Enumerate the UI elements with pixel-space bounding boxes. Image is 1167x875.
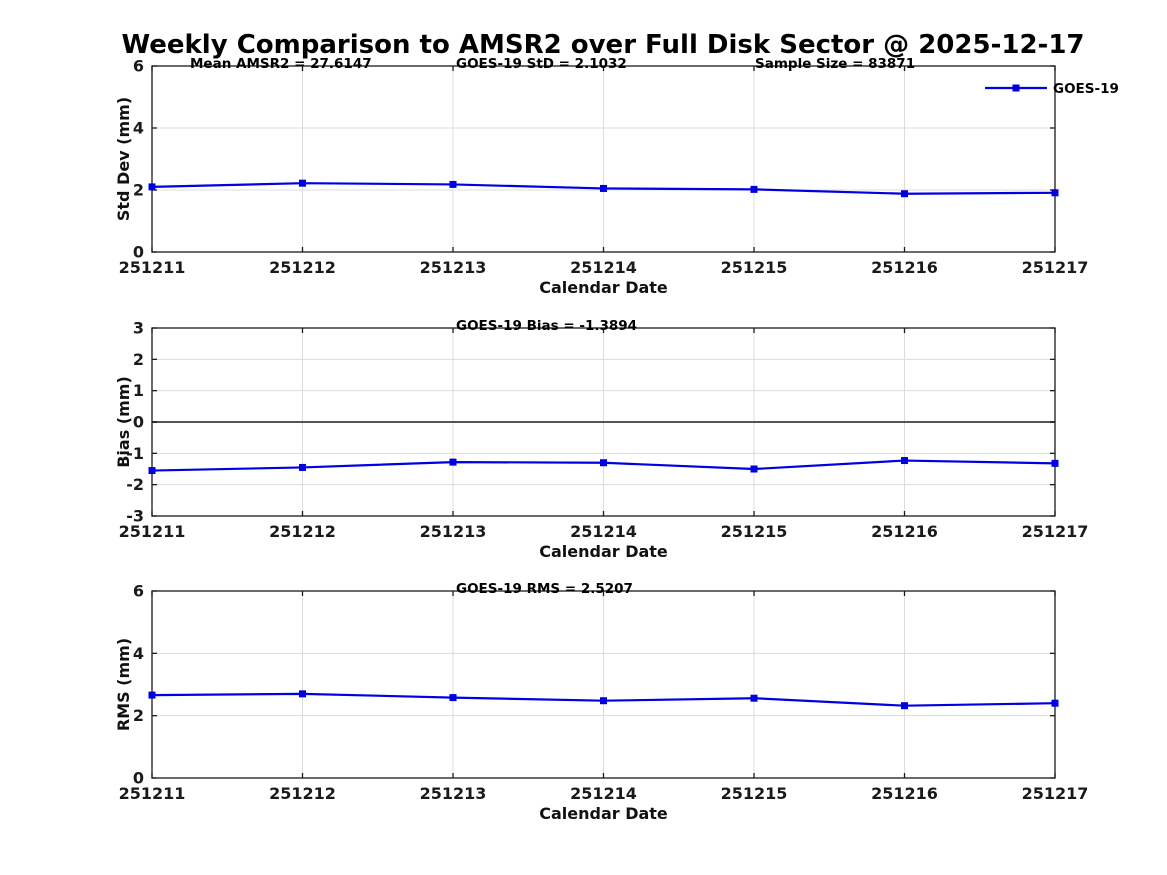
subplot-std-dev: 0 2 4 6 251211 251212 251213 251214 251215 251216… xyxy=(114,57,1088,298)
x-tick-label: 251216 xyxy=(871,522,938,541)
data-point-marker xyxy=(600,184,607,192)
x-tick-label: 251211 xyxy=(119,522,186,541)
x-tick-label: 251212 xyxy=(269,784,336,803)
x-tick-label: 251212 xyxy=(269,258,336,277)
y-tick-label: 1 xyxy=(133,381,144,400)
y-tick-label: 0 xyxy=(133,413,144,432)
legend-label: GOES-19 xyxy=(1053,81,1119,97)
y-tick-label: 0 xyxy=(133,769,144,788)
x-tick-label: 251212 xyxy=(269,522,336,541)
data-point-marker xyxy=(148,467,156,475)
y-tick-label: 6 xyxy=(133,582,144,601)
x-tick-label: 251215 xyxy=(721,784,788,803)
legend-marker-icon xyxy=(1012,84,1020,92)
x-tick-label: 251217 xyxy=(1022,784,1089,803)
x-tick-label: 251215 xyxy=(721,522,788,541)
y-tick-label: -3 xyxy=(126,507,144,526)
y-axis-label: Bias (mm) xyxy=(114,376,133,468)
x-tick-label: 251216 xyxy=(871,784,938,803)
data-point-marker xyxy=(148,691,156,699)
annotation-mean-amsr2: Mean AMSR2 = 27.6147 xyxy=(190,56,372,72)
x-tick-label: 251213 xyxy=(420,784,487,803)
data-point-marker xyxy=(148,183,156,191)
x-tick-label: 251217 xyxy=(1022,522,1089,541)
data-point-marker xyxy=(449,694,457,702)
y-tick-label: 2 xyxy=(133,350,144,369)
y-axis-label: RMS (mm) xyxy=(114,638,133,731)
legend: GOES-19 xyxy=(985,81,1119,97)
annotation-goes19-rms: GOES-19 RMS = 2.5207 xyxy=(456,581,633,597)
data-point-marker xyxy=(449,458,457,466)
x-tick-label: 251214 xyxy=(570,784,637,803)
data-point-marker xyxy=(750,694,758,702)
data-point-marker xyxy=(600,459,607,467)
x-tick-label: 251211 xyxy=(119,258,186,277)
y-tick-label: -2 xyxy=(126,475,144,494)
annotation-goes19-bias: GOES-19 Bias = -1.3894 xyxy=(456,318,637,334)
x-tick-label: 251215 xyxy=(721,258,788,277)
data-point-marker xyxy=(901,190,908,198)
data-point-marker xyxy=(1051,699,1059,707)
x-axis-label: Calendar Date xyxy=(539,804,668,823)
y-tick-label: -1 xyxy=(126,444,144,463)
data-point-marker xyxy=(299,463,306,471)
data-point-marker xyxy=(901,702,908,710)
data-point-marker xyxy=(750,465,758,473)
y-tick-label: 0 xyxy=(133,243,144,262)
y-tick-label: 2 xyxy=(133,181,144,200)
x-tick-label: 251214 xyxy=(570,522,637,541)
y-tick-label: 2 xyxy=(133,706,144,725)
x-axis-label: Calendar Date xyxy=(539,542,668,561)
y-tick-label: 4 xyxy=(133,644,144,663)
data-point-marker xyxy=(299,690,306,698)
data-point-marker xyxy=(1051,189,1059,197)
figure-title: Weekly Comparison to AMSR2 over Full Dis… xyxy=(121,30,1084,60)
y-axis-label: Std Dev (mm) xyxy=(114,97,133,221)
x-tick-label: 251217 xyxy=(1022,258,1089,277)
data-point-marker xyxy=(901,457,908,465)
subplot-bias: -3 -2 -1 0 1 2 3 251211 251212 251213 251214 251215… xyxy=(114,319,1088,562)
y-tick-label: 6 xyxy=(133,57,144,76)
annotation-sample-size: Sample Size = 83871 xyxy=(755,56,915,72)
data-point-marker xyxy=(750,185,758,193)
data-point-marker xyxy=(1051,459,1059,467)
data-point-marker xyxy=(449,180,457,188)
x-tick-label: 251213 xyxy=(420,522,487,541)
data-point-marker xyxy=(299,179,306,187)
y-tick-label: 4 xyxy=(133,119,144,138)
subplot-rms: 0 2 4 6 251211 251212 251213 251214 251215 251216… xyxy=(114,582,1088,824)
x-tick-label: 251211 xyxy=(119,784,186,803)
x-tick-label: 251214 xyxy=(570,258,637,277)
y-tick-label: 3 xyxy=(133,319,144,338)
data-point-marker xyxy=(600,697,607,705)
annotation-goes19-std: GOES-19 StD = 2.1032 xyxy=(456,56,627,72)
x-tick-label: 251216 xyxy=(871,258,938,277)
x-tick-label: 251213 xyxy=(420,258,487,277)
x-axis-label: Calendar Date xyxy=(539,278,668,297)
